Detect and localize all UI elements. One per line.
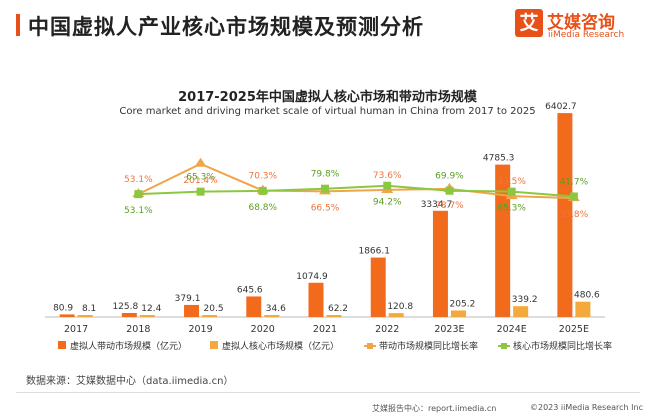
bar-driving-2024E	[495, 164, 511, 317]
bar-label-core-2025E: 480.6	[574, 291, 600, 301]
point-core-growth-2023E	[445, 186, 454, 195]
bar-label-driving-2024E: 4785.3	[483, 154, 515, 164]
footer-report-center: 艾媒报告中心：report.iimedia.cn	[372, 404, 497, 413]
rate-label-driving-2019: 201.4%	[183, 176, 218, 186]
legend-label-driving-growth: 带动市场规模同比增长率	[379, 342, 479, 352]
bar-core-2025E	[575, 301, 591, 317]
rate-label-driving-2021: 66.5%	[311, 203, 340, 213]
x-tick-2022: 2022	[375, 324, 399, 335]
bar-label-core-2018: 12.4	[141, 304, 161, 314]
logo: 艾 艾媒咨询 iiMedia Research	[515, 8, 641, 42]
rate-label-core-2019: 65.3%	[186, 173, 215, 183]
point-core-growth-2018	[134, 190, 143, 199]
bar-core-2022	[388, 313, 404, 317]
bar-driving-2019	[184, 304, 200, 317]
x-tick-2018: 2018	[126, 324, 150, 335]
line-core-growth	[138, 184, 574, 198]
rate-label-driving-2024E: 43.5%	[497, 177, 526, 187]
bar-label-driving-2023E: 3334.7	[421, 200, 453, 210]
legend-label-core-growth: 核心市场规模同比增长率	[513, 342, 613, 352]
data-source: 数据来源：艾媒数据中心（data.iimedia.cn）	[26, 376, 234, 387]
legend-line-driving-growth	[364, 343, 376, 349]
bar-driving-2021	[308, 282, 324, 317]
logo-icon: 艾	[515, 9, 543, 37]
bar-core-2021	[326, 315, 342, 317]
bar-core-2023E	[450, 310, 466, 317]
point-core-growth-2019	[196, 187, 205, 196]
bar-label-core-2021: 62.2	[328, 304, 348, 314]
bar-label-driving-2020: 645.6	[237, 285, 263, 295]
chart-title: 2017-2025年中国虚拟人核心市场和带动市场规模	[178, 90, 477, 105]
footer-divider	[16, 392, 640, 393]
rate-label-core-2023E: 69.9%	[435, 172, 464, 182]
bar-label-core-2017: 8.1	[82, 304, 96, 314]
rate-label-core-2024E: 65.3%	[497, 204, 526, 214]
x-tick-2019: 2019	[188, 324, 212, 335]
logo-subtitle: iiMedia Research	[548, 30, 625, 40]
bar-core-2020	[264, 315, 280, 317]
legend-label-core-market: 虚拟人核心市场规模（亿元）	[222, 342, 340, 352]
title-accent-bar	[16, 14, 20, 36]
rate-label-driving-2025E: 33.8%	[560, 210, 589, 220]
bar-label-driving-2017: 80.9	[53, 303, 73, 313]
rate-label-core-2018: 53.1%	[124, 206, 153, 216]
point-core-growth-2022	[383, 181, 392, 190]
point-core-growth-2020	[258, 186, 267, 195]
x-tick-2023E: 2023E	[434, 324, 464, 335]
footer-copyright: ©2023 iiMedia Research Inc	[530, 403, 643, 412]
bar-driving-2023E	[432, 210, 448, 317]
x-tick-2017: 2017	[64, 324, 88, 335]
legend-swatch-driving-market	[58, 341, 66, 349]
rate-label-driving-2022: 73.6%	[373, 171, 402, 181]
bar-label-driving-2021: 1074.9	[296, 272, 328, 282]
point-driving-growth-2019	[194, 157, 207, 167]
page-title: 中国虚拟人产业核心市场规模及预测分析	[28, 15, 424, 39]
chart-subtitle: Core market and driving market scale of …	[119, 106, 536, 117]
point-core-growth-2024E	[507, 187, 516, 196]
x-tick-2020: 2020	[251, 324, 275, 335]
rate-label-core-2022: 94.2%	[373, 198, 402, 208]
bar-label-core-2022: 120.8	[387, 302, 413, 312]
bar-driving-2017	[59, 314, 75, 317]
logo-name: 艾媒咨询	[547, 13, 615, 33]
x-tick-2021: 2021	[313, 324, 337, 335]
bar-core-2017	[77, 315, 93, 317]
legend-label-driving-market: 虚拟人带动市场规模（亿元）	[70, 342, 188, 352]
rate-label-core-2020: 68.8%	[248, 203, 277, 213]
bar-label-driving-2018: 125.8	[112, 302, 138, 312]
x-tick-2025E: 2025E	[559, 324, 589, 335]
rate-label-driving-2018: 53.1%	[124, 175, 153, 185]
x-tick-2024E: 2024E	[497, 324, 527, 335]
rate-label-driving-2020: 70.3%	[248, 172, 277, 182]
bar-driving-2022	[370, 257, 386, 317]
rate-label-core-2025E: 41.7%	[560, 177, 589, 187]
bar-label-driving-2025E: 6402.7	[545, 102, 577, 112]
bar-core-2018	[139, 315, 155, 317]
line-driving-growth	[137, 162, 574, 200]
legend-line-core-growth	[498, 343, 510, 349]
bar-core-2024E	[513, 306, 529, 317]
bar-driving-2018	[121, 312, 137, 317]
chart-legend: 虚拟人带动市场规模（亿元） 虚拟人核心市场规模（亿元） 带动市场规模同比增长率 …	[58, 339, 648, 353]
bar-core-2019	[202, 315, 218, 317]
rate-label-driving-2023E: 78.7%	[435, 201, 464, 211]
point-core-growth-2025E	[569, 192, 578, 201]
bar-driving-2020	[246, 296, 262, 317]
bar-label-core-2019: 20.5	[204, 304, 224, 314]
bar-label-driving-2022: 1866.1	[358, 247, 390, 257]
bar-label-driving-2019: 379.1	[175, 294, 201, 304]
point-core-growth-2021	[321, 184, 329, 193]
legend-swatch-core-market	[210, 341, 218, 349]
bar-label-core-2020: 34.6	[266, 304, 286, 314]
rate-label-core-2021: 79.8%	[311, 170, 340, 180]
bar-label-core-2024E: 339.2	[512, 295, 538, 305]
bar-label-core-2023E: 205.2	[450, 299, 476, 309]
bar-driving-2025E	[557, 113, 573, 317]
